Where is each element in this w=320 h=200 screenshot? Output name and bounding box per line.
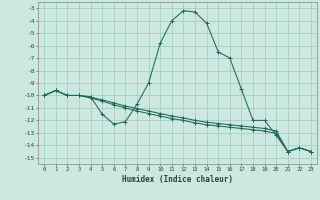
X-axis label: Humidex (Indice chaleur): Humidex (Indice chaleur) — [122, 175, 233, 184]
